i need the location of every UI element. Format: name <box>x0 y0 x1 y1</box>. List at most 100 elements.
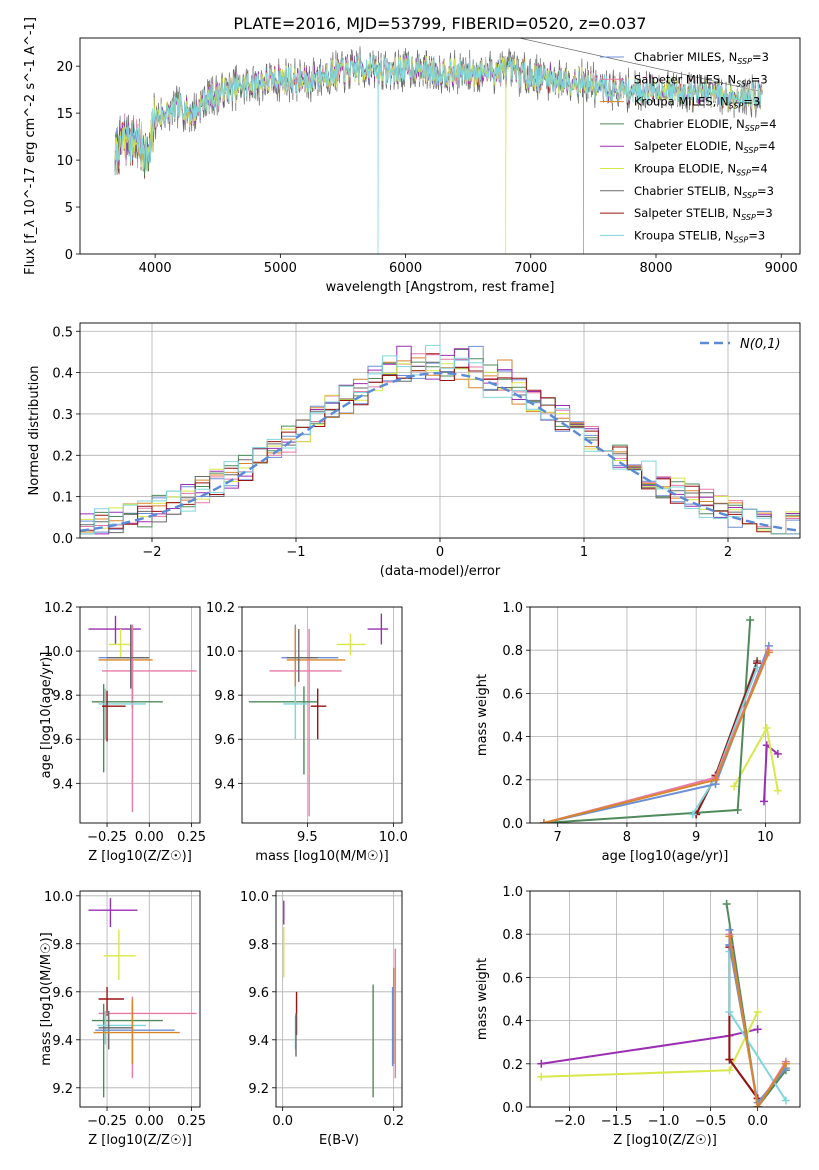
plot-area <box>539 615 782 823</box>
legend-entry-salpeter-elodie: Salpeter ELODIE, NSSP=4 <box>634 139 775 155</box>
y-tick-label: 1.0 <box>502 885 523 900</box>
x-tick-label: 9000 <box>765 261 798 276</box>
legend-label: Chabrier MILES, N <box>634 50 737 64</box>
legend-label-normal: N(0,1) <box>740 337 781 352</box>
x-axis-label: mass [log10(M/M☉)] <box>255 849 388 864</box>
y-tick-label: 5 <box>65 201 73 216</box>
errorbar-kroupa-elodie <box>108 629 133 658</box>
errorbar-salpeter-stelib <box>98 987 124 1016</box>
marker-kroupa-miles <box>753 1103 762 1107</box>
normal-curve <box>80 371 800 532</box>
marker-kroupa-elodie <box>753 1007 762 1016</box>
marker-kroupa-elodie <box>762 723 771 732</box>
y-tick-label: 9.2 <box>248 1082 269 1097</box>
x-axis-label: (data-model)/error <box>380 564 501 579</box>
plot-area <box>248 613 389 817</box>
errorbar-chabrier-elodie <box>91 1003 163 1098</box>
axes-frame <box>79 37 801 255</box>
legend-tail: =4 <box>751 162 768 176</box>
y-tick-label: 9.8 <box>248 938 269 953</box>
y-tick-label: 0.2 <box>502 774 523 789</box>
y-tick-label: 10.2 <box>44 601 73 616</box>
chart-age_vs_mass: 9.5 10.0 9.4 9.6 9.8 10.0 10.2 mass [log10(M/M☉… <box>206 601 408 864</box>
errorbar-salpeter-elodie <box>367 613 389 645</box>
legend-entry-salpeter-stelib: Salpeter STELIB, NSSP=3 <box>634 206 773 222</box>
x-tick-label: 0.0 <box>272 1114 293 1129</box>
legend-subscript: SSP <box>744 146 759 155</box>
grid <box>80 606 200 823</box>
y-tick-label: 10.0 <box>44 890 73 905</box>
y-tick-label: 1.0 <box>502 601 523 616</box>
x-tick-label: 0.00 <box>135 830 164 845</box>
legend-label: Chabrier STELIB, N <box>634 184 742 198</box>
marker-salpeter-elodie <box>753 1025 762 1034</box>
y-tick-label: 0.0 <box>52 532 73 547</box>
marker-salpeter-elodie <box>773 749 782 758</box>
legend-tail: =3 <box>756 206 773 220</box>
marker-chabrier-elodie <box>722 899 731 908</box>
legend-entry-chabrier-stelib: Chabrier STELIB, NSSP=3 <box>634 184 774 200</box>
marker-kroupa-elodie <box>773 786 782 795</box>
marker-kroupa-stelib <box>781 1096 790 1105</box>
x-tick-label: 7 <box>554 830 562 845</box>
marker-salpeter-elodie <box>760 797 768 806</box>
x-axis-label: Z [log10(Z/Z☉)] <box>88 849 192 864</box>
plot-area <box>88 898 197 1098</box>
y-axis-label: mass weight <box>475 674 490 756</box>
x-tick-label: −2 <box>142 545 161 560</box>
legend-entry-chabrier-elodie: Chabrier ELODIE, NSSP=4 <box>634 117 776 133</box>
y-axis-label: mass weight <box>475 958 490 1040</box>
y-tick-label: 9.6 <box>52 733 73 748</box>
x-tick-label: 10.0 <box>379 830 408 845</box>
chart-residuals: −2 −1 0 1 2 0.0 0.1 0.2 0.3 0.4 0.5 (data-model)/er… <box>27 322 801 579</box>
legend-label: Salpeter STELIB, N <box>634 206 741 220</box>
legend-label: Kroupa ELODIE, N <box>634 162 736 176</box>
legend-label: Kroupa STELIB, N <box>634 228 734 242</box>
axes-frame <box>241 606 403 824</box>
legend-subscript: SSP <box>745 124 760 133</box>
errorbar-chabrier-elodie <box>248 686 318 775</box>
errorbar-chabrier-stelib <box>107 624 150 689</box>
x-axis-label: E(B-V) <box>319 1133 359 1148</box>
legend-subscript: SSP <box>736 169 751 178</box>
legend-tail: =4 <box>760 117 777 131</box>
marker-kroupa-miles <box>539 819 548 823</box>
errorbar-chabrier-miles <box>281 624 339 689</box>
chart-mass_vs_Z: −0.25 0.00 0.25 9.2 9.4 9.6 9.8 10.0 Z [log10(Z/… <box>39 890 206 1148</box>
errorbar-kroupa-miles <box>93 999 180 1064</box>
marker-kroupa-miles <box>781 1059 790 1068</box>
errorbar-kroupa-elodie <box>103 929 136 980</box>
legend-subscript: SSP <box>741 213 756 222</box>
chart-mass_vs_ebv: 0.0 0.2 9.2 9.4 9.6 9.8 10.0 E(B-V) <box>240 890 404 1148</box>
legend-label: Chabrier ELODIE, N <box>634 117 745 131</box>
chart-spectrum: 4000 5000 6000 7000 8000 9000 0 5 10 15 20 waveleng… <box>23 17 801 295</box>
y-tick-label: 9.8 <box>214 689 235 704</box>
legend-entry-chabrier-miles: Chabrier MILES, NSSP=3 <box>634 50 769 66</box>
spectrum-line-kroupa-stelib <box>114 53 763 254</box>
x-axis-label: Z [log10(Z/Z☉)] <box>88 1133 192 1148</box>
series-line-kroupa-elodie <box>541 1011 759 1078</box>
legend-subscript: SSP <box>737 57 752 66</box>
x-axis-label: Z [log10(Z/Z☉)] <box>613 1133 717 1148</box>
plot-area <box>283 900 397 1098</box>
legend-label: Salpeter MILES, N <box>634 72 736 86</box>
y-tick-label: 0.1 <box>52 491 73 506</box>
marker-salpeter-stelib <box>725 1055 734 1064</box>
series-line-salpeter-elodie <box>541 1028 758 1065</box>
y-tick-label: 9.4 <box>52 777 73 792</box>
marker-chabrier-elodie <box>733 806 742 815</box>
plot-area <box>80 344 800 535</box>
x-tick-label: 0 <box>436 545 444 560</box>
y-tick-label: 15 <box>56 107 73 122</box>
y-tick-label: 0.4 <box>52 367 73 382</box>
y-tick-label: 0.0 <box>502 817 523 832</box>
errorbar-salpeter-stelib <box>310 688 327 740</box>
x-tick-label: −2.0 <box>554 1114 586 1129</box>
y-tick-label: 0.0 <box>502 1101 523 1116</box>
series-line-salpeter-stelib <box>695 662 759 815</box>
x-axis-label: wavelength [Angstrom, rest frame] <box>326 280 555 295</box>
y-tick-label: 9.8 <box>52 938 73 953</box>
y-tick-label: 10.0 <box>44 645 73 660</box>
